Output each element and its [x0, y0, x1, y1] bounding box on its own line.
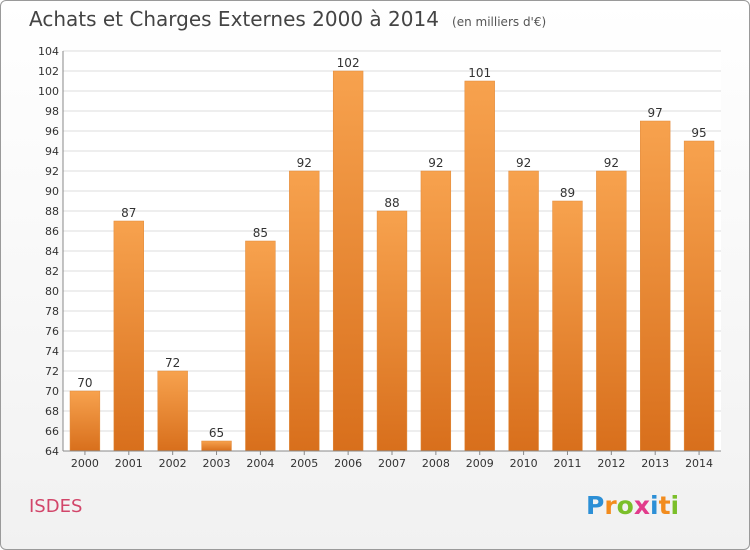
data-label: 72 — [165, 356, 180, 370]
y-tick-label: 70 — [45, 385, 59, 398]
bar-2010 — [508, 170, 539, 452]
y-tick-label: 90 — [45, 185, 59, 198]
brand-letter: t — [658, 491, 671, 520]
data-label: 92 — [297, 156, 312, 170]
x-tick-label: 2006 — [334, 457, 362, 470]
axis-layer: 64 66 68 70 72 74 76 78 80 82 84 86 88 90 92 94 96 98 100 1… — [38, 45, 721, 470]
x-tick-label: 2011 — [553, 457, 581, 470]
chart-subtitle: (en milliers d'€) — [452, 15, 547, 29]
y-tick-label: 68 — [45, 405, 59, 418]
y-tick-label: 78 — [45, 305, 59, 318]
y-tick-label: 96 — [45, 125, 59, 138]
y-tick-label: 82 — [45, 265, 59, 278]
bar-2003 — [201, 440, 232, 452]
bar-2001 — [113, 220, 144, 452]
data-label: 97 — [648, 106, 663, 120]
data-label: 65 — [209, 426, 224, 440]
y-tick-label: 84 — [45, 245, 59, 258]
y-tick-label: 74 — [45, 345, 59, 358]
x-tick-label: 2004 — [246, 457, 274, 470]
x-tick-label: 2014 — [685, 457, 713, 470]
bar-2000 — [69, 390, 101, 452]
x-tick-label: 2010 — [510, 457, 538, 470]
bar-2013 — [640, 120, 671, 452]
bar-2008 — [420, 170, 452, 452]
y-tick-label: 64 — [45, 445, 59, 458]
x-tick-label: 2003 — [203, 457, 231, 470]
y-tick-label: 86 — [45, 225, 59, 238]
x-tick-label: 2005 — [290, 457, 318, 470]
brand-letter: i — [670, 491, 680, 520]
brand-letter: x — [633, 491, 650, 520]
bar-2007 — [376, 210, 408, 452]
y-tick-label: 66 — [45, 425, 59, 438]
y-tick-label: 80 — [45, 285, 59, 298]
x-tick-label: 2007 — [378, 457, 406, 470]
y-tick-label: 98 — [45, 105, 59, 118]
data-label: 87 — [121, 206, 136, 220]
data-label: 95 — [691, 126, 706, 140]
x-tick-label: 2009 — [466, 457, 494, 470]
data-label: 102 — [337, 56, 360, 70]
chart-title: Achats et Charges Externes 2000 à 2014 — [29, 7, 439, 31]
y-tick-label: 94 — [45, 145, 59, 158]
title-row: Achats et Charges Externes 2000 à 2014 (… — [29, 7, 546, 31]
data-label: 101 — [468, 66, 491, 80]
bars-layer — [69, 70, 715, 452]
x-tick-label: 2008 — [422, 457, 450, 470]
bar-2012 — [596, 170, 627, 452]
bar-2014 — [683, 140, 715, 452]
y-tick-label: 100 — [38, 85, 59, 98]
labels-layer: 70 87 72 65 85 92 102 88 92 101 92 89 92 97 95 — [77, 56, 706, 440]
x-tick-label: 2002 — [159, 457, 187, 470]
x-tick-label: 2013 — [641, 457, 669, 470]
data-label: 89 — [560, 186, 575, 200]
bar-2006 — [332, 70, 364, 452]
brand-logo: Proxiti — [586, 491, 679, 520]
bar-2004 — [245, 240, 276, 452]
data-label: 92 — [428, 156, 443, 170]
x-tick-label: 2012 — [597, 457, 625, 470]
brand-letter: o — [616, 491, 634, 520]
data-label: 70 — [77, 376, 92, 390]
y-tick-label: 102 — [38, 65, 59, 78]
brand-letter: P — [586, 491, 605, 520]
y-tick-label: 88 — [45, 205, 59, 218]
data-label: 88 — [384, 196, 399, 210]
bar-2005 — [289, 170, 320, 452]
y-tick-label: 72 — [45, 365, 59, 378]
bar-2002 — [157, 370, 188, 452]
y-tick-label: 104 — [38, 45, 59, 58]
data-label: 92 — [516, 156, 531, 170]
commune-name: ISDES — [29, 496, 83, 517]
y-tick-label: 76 — [45, 325, 59, 338]
brand-letter: r — [604, 491, 617, 520]
bar-2011 — [552, 200, 583, 452]
x-tick-label: 2001 — [115, 457, 143, 470]
brand-letter: i — [650, 491, 659, 520]
data-label: 92 — [604, 156, 619, 170]
bar-2009 — [464, 80, 495, 452]
y-tick-label: 92 — [45, 165, 59, 178]
data-label: 85 — [253, 226, 268, 240]
x-tick-label: 2000 — [71, 457, 99, 470]
